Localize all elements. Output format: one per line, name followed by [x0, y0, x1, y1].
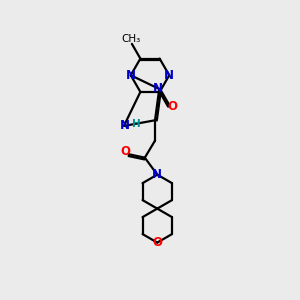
- Text: N: N: [126, 69, 136, 82]
- Text: N: N: [152, 168, 162, 181]
- Text: O: O: [152, 236, 162, 249]
- Text: O: O: [120, 145, 130, 158]
- Text: H: H: [132, 119, 141, 129]
- Text: O: O: [167, 100, 177, 113]
- Text: N: N: [120, 119, 130, 132]
- Text: N: N: [164, 69, 174, 82]
- Text: N: N: [153, 82, 163, 95]
- Text: CH₃: CH₃: [121, 34, 140, 44]
